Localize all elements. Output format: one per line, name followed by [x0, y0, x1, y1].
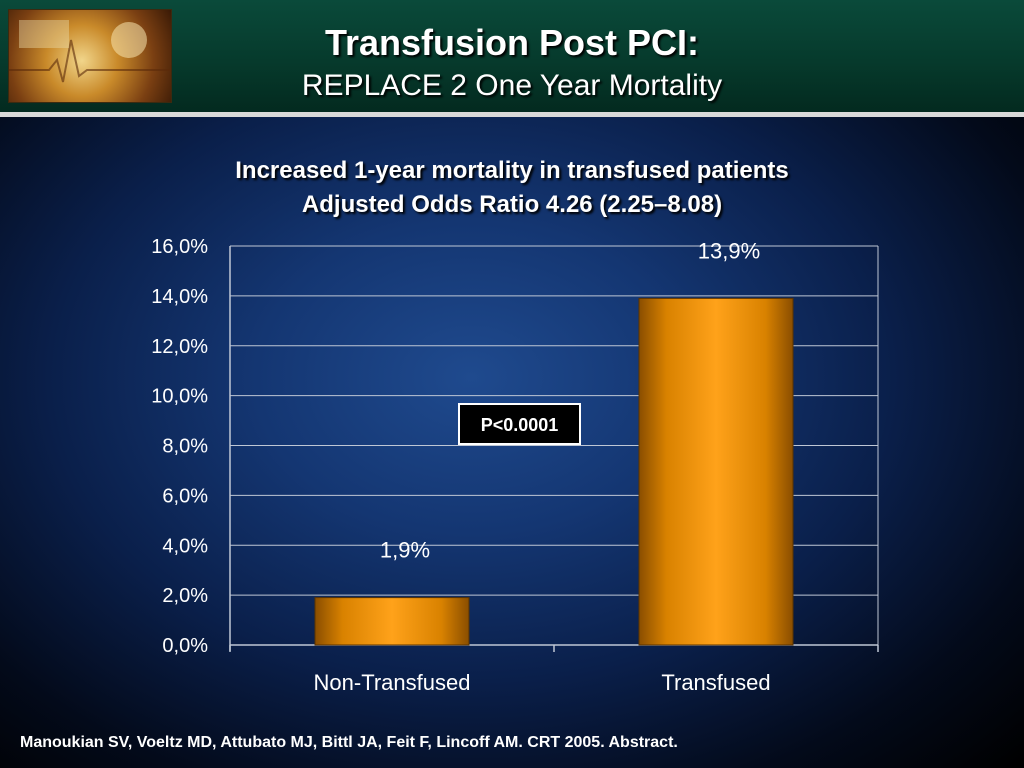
y-tick-label: 12,0%	[151, 336, 208, 358]
y-tick-label: 8,0%	[162, 436, 208, 458]
headline-line-1: Increased 1-year mortality in transfused…	[235, 157, 789, 184]
category-labels: Non-Transfused Transfused	[314, 670, 771, 695]
y-tick-label: 2,0%	[162, 585, 208, 607]
citation: Manoukian SV, Voeltz MD, Attubato MJ, Bi…	[20, 734, 678, 751]
ecg-strip-icon	[9, 20, 171, 83]
bar-non-transfused	[314, 597, 470, 646]
header-divider	[0, 112, 1024, 117]
y-tick-label: 10,0%	[151, 386, 208, 408]
p-value-box: P<0.0001	[458, 403, 581, 445]
bar-transfused	[638, 297, 794, 646]
bar-value-labels: 1,9% 13,9%	[380, 238, 760, 562]
y-tick-label: 14,0%	[151, 286, 208, 308]
bar-value-label: 1,9%	[380, 538, 430, 563]
category-label: Transfused	[661, 670, 770, 695]
bar-value-label: 13,9%	[698, 238, 760, 263]
y-tick-labels: 0,0% 2,0% 4,0% 6,0% 8,0% 10,0% 12,0% 14,0% 16,0%	[151, 236, 208, 657]
y-tick-label: 6,0%	[162, 485, 208, 507]
p-value-label: P<0.0001	[481, 415, 559, 435]
y-tick-label: 16,0%	[151, 236, 208, 258]
y-tick-label: 4,0%	[162, 535, 208, 557]
headline-line-2: Adjusted Odds Ratio 4.26 (2.25–8.08)	[301, 191, 723, 218]
slide-title: Transfusion Post PCI:	[324, 22, 700, 63]
category-label: Non-Transfused	[314, 670, 471, 695]
header-thumbnail-image	[8, 9, 172, 103]
slide-header: Transfusion Post PCI: REPLACE 2 One Year…	[0, 0, 1024, 112]
y-tick-label: 0,0%	[162, 635, 208, 657]
slide-subtitle: REPLACE 2 One Year Mortality	[301, 69, 723, 102]
bars	[314, 297, 794, 646]
